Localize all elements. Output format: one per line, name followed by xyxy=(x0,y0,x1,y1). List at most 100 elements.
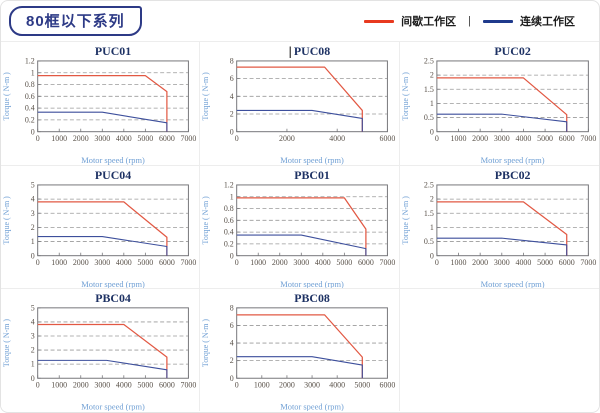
charts-grid: PUC01 0 1000 2000 3000 4000 5000 6000 7000 0 0.2 0.… xyxy=(1,41,599,412)
svg-text:3000: 3000 xyxy=(304,381,320,390)
empty-cell xyxy=(399,288,599,412)
svg-text:7000: 7000 xyxy=(580,134,596,143)
svg-text:2.5: 2.5 xyxy=(424,57,434,66)
svg-text:2000: 2000 xyxy=(73,381,89,390)
svg-text:6000: 6000 xyxy=(159,258,175,267)
svg-text:6000: 6000 xyxy=(358,258,374,267)
svg-text:4000: 4000 xyxy=(116,134,132,143)
svg-text:3: 3 xyxy=(31,208,35,217)
svg-text:2000: 2000 xyxy=(279,381,295,390)
svg-text:Motor speed (rpm): Motor speed (rpm) xyxy=(81,402,145,411)
svg-text:7000: 7000 xyxy=(580,258,596,267)
svg-text:6: 6 xyxy=(230,321,234,330)
svg-text:0.4: 0.4 xyxy=(25,104,35,113)
svg-text:0.6: 0.6 xyxy=(224,215,234,224)
svg-text:Torque ( N-m ): Torque ( N-m ) xyxy=(401,72,410,121)
svg-text:Torque ( N-m ): Torque ( N-m ) xyxy=(2,195,11,244)
svg-text:3000: 3000 xyxy=(94,258,110,267)
chart-cell-puc08: PUC08 0 2000 4000 6000 0 2 4 6 8 Motor speed (rpm)… xyxy=(200,41,400,165)
svg-text:6000: 6000 xyxy=(558,258,574,267)
svg-text:0.8: 0.8 xyxy=(25,80,35,89)
chart-cell-puc02: PUC02 0 1000 2000 3000 4000 5000 6000 7000 0 0.5 1 1… xyxy=(399,41,599,165)
svg-text:4000: 4000 xyxy=(330,134,346,143)
svg-text:5: 5 xyxy=(31,304,35,313)
svg-text:4000: 4000 xyxy=(116,258,132,267)
svg-text:PBC04: PBC04 xyxy=(95,291,131,305)
svg-text:2: 2 xyxy=(230,356,234,365)
svg-text:4000: 4000 xyxy=(515,258,531,267)
chart-PBC01: PBC01 0 1000 2000 3000 4000 5000 6000 7000 0 0.2 0.… xyxy=(201,168,396,289)
svg-text:2000: 2000 xyxy=(73,258,89,267)
svg-text:1: 1 xyxy=(230,192,234,201)
svg-text:0: 0 xyxy=(235,381,239,390)
svg-text:7000: 7000 xyxy=(180,381,196,390)
svg-text:7000: 7000 xyxy=(380,258,396,267)
svg-text:2000: 2000 xyxy=(472,134,488,143)
svg-text:4000: 4000 xyxy=(116,381,132,390)
svg-text:2: 2 xyxy=(31,223,35,232)
svg-text:5000: 5000 xyxy=(137,134,153,143)
chart-cell-pbc02: PBC02 0 1000 2000 3000 4000 5000 6000 7000 0 0.5 1 1… xyxy=(399,164,599,289)
svg-text:5: 5 xyxy=(31,180,35,189)
svg-text:6000: 6000 xyxy=(380,381,396,390)
svg-text:0: 0 xyxy=(230,251,234,260)
legend-separator: | xyxy=(468,15,471,27)
chart-PUC01: PUC01 0 1000 2000 3000 4000 5000 6000 7000 0 0.2 0.… xyxy=(2,44,196,165)
svg-text:1: 1 xyxy=(31,360,35,369)
svg-text:Torque ( N-m ): Torque ( N-m ) xyxy=(2,319,11,367)
page-title: 80框以下系列 xyxy=(9,6,142,36)
svg-text:1000: 1000 xyxy=(51,381,67,390)
svg-text:PBC02: PBC02 xyxy=(494,168,530,182)
chart-cell-pbc08: PBC08 0 1000 2000 3000 4000 5000 6000 0 2 4 6 8 Motor… xyxy=(200,288,400,412)
svg-text:1: 1 xyxy=(31,237,35,246)
svg-text:1.5: 1.5 xyxy=(424,85,434,94)
svg-text:3: 3 xyxy=(31,332,35,341)
svg-text:1: 1 xyxy=(31,68,35,77)
svg-text:Motor speed (rpm): Motor speed (rpm) xyxy=(480,155,544,164)
svg-text:7000: 7000 xyxy=(181,258,197,267)
svg-text:Torque ( N-m ): Torque ( N-m ) xyxy=(201,72,210,121)
svg-text:0: 0 xyxy=(36,381,40,390)
svg-text:PBC01: PBC01 xyxy=(295,168,331,182)
svg-text:3000: 3000 xyxy=(94,381,110,390)
svg-text:1: 1 xyxy=(430,99,434,108)
svg-text:1000: 1000 xyxy=(254,381,270,390)
chart-PBC04: PBC04 0 1000 2000 3000 4000 5000 6000 7000 0 1 2 3 4 5… xyxy=(2,291,196,411)
svg-text:4000: 4000 xyxy=(330,381,346,390)
svg-text:0.5: 0.5 xyxy=(424,237,434,246)
svg-text:PBC08: PBC08 xyxy=(295,291,331,305)
svg-text:0: 0 xyxy=(31,251,35,260)
svg-text:PUC04: PUC04 xyxy=(95,168,131,182)
chart-PBC08: PBC08 0 1000 2000 3000 4000 5000 6000 0 2 4 6 8 Motor… xyxy=(201,291,396,411)
svg-text:0: 0 xyxy=(235,134,239,143)
svg-text:2: 2 xyxy=(230,110,234,119)
svg-text:2: 2 xyxy=(430,194,434,203)
svg-text:0: 0 xyxy=(31,374,35,383)
svg-text:PUC02: PUC02 xyxy=(494,44,531,58)
svg-text:1.2: 1.2 xyxy=(25,57,35,66)
svg-text:5000: 5000 xyxy=(355,381,371,390)
svg-text:2: 2 xyxy=(31,346,35,355)
svg-text:4: 4 xyxy=(31,194,35,203)
svg-text:6000: 6000 xyxy=(558,134,574,143)
svg-text:0: 0 xyxy=(36,134,40,143)
chart-PBC02: PBC02 0 1000 2000 3000 4000 5000 6000 7000 0 0.5 1 1… xyxy=(401,168,596,289)
svg-text:2000: 2000 xyxy=(472,258,488,267)
svg-text:2000: 2000 xyxy=(279,134,295,143)
svg-text:6: 6 xyxy=(230,74,234,83)
chart-cell-puc01: PUC01 0 1000 2000 3000 4000 5000 6000 7000 0 0.2 0.… xyxy=(1,41,201,165)
chart-cell-pbc04: PBC04 0 1000 2000 3000 4000 5000 6000 7000 0 1 2 3 4 5… xyxy=(1,288,201,412)
svg-text:6000: 6000 xyxy=(159,381,175,390)
continuous-zone-legend-line xyxy=(483,19,513,23)
svg-text:0: 0 xyxy=(36,258,40,267)
svg-text:3000: 3000 xyxy=(94,134,110,143)
svg-text:PUC01: PUC01 xyxy=(95,44,131,58)
header: 80框以下系列 间歇工作区 | 连续工作区 xyxy=(1,1,599,41)
svg-text:Torque ( N-m ): Torque ( N-m ) xyxy=(401,195,410,244)
svg-text:0.5: 0.5 xyxy=(424,113,434,122)
svg-text:1.5: 1.5 xyxy=(424,208,434,217)
legend: 间歇工作区 | 连续工作区 xyxy=(364,13,575,29)
svg-text:0: 0 xyxy=(435,258,439,267)
svg-text:0: 0 xyxy=(235,258,239,267)
